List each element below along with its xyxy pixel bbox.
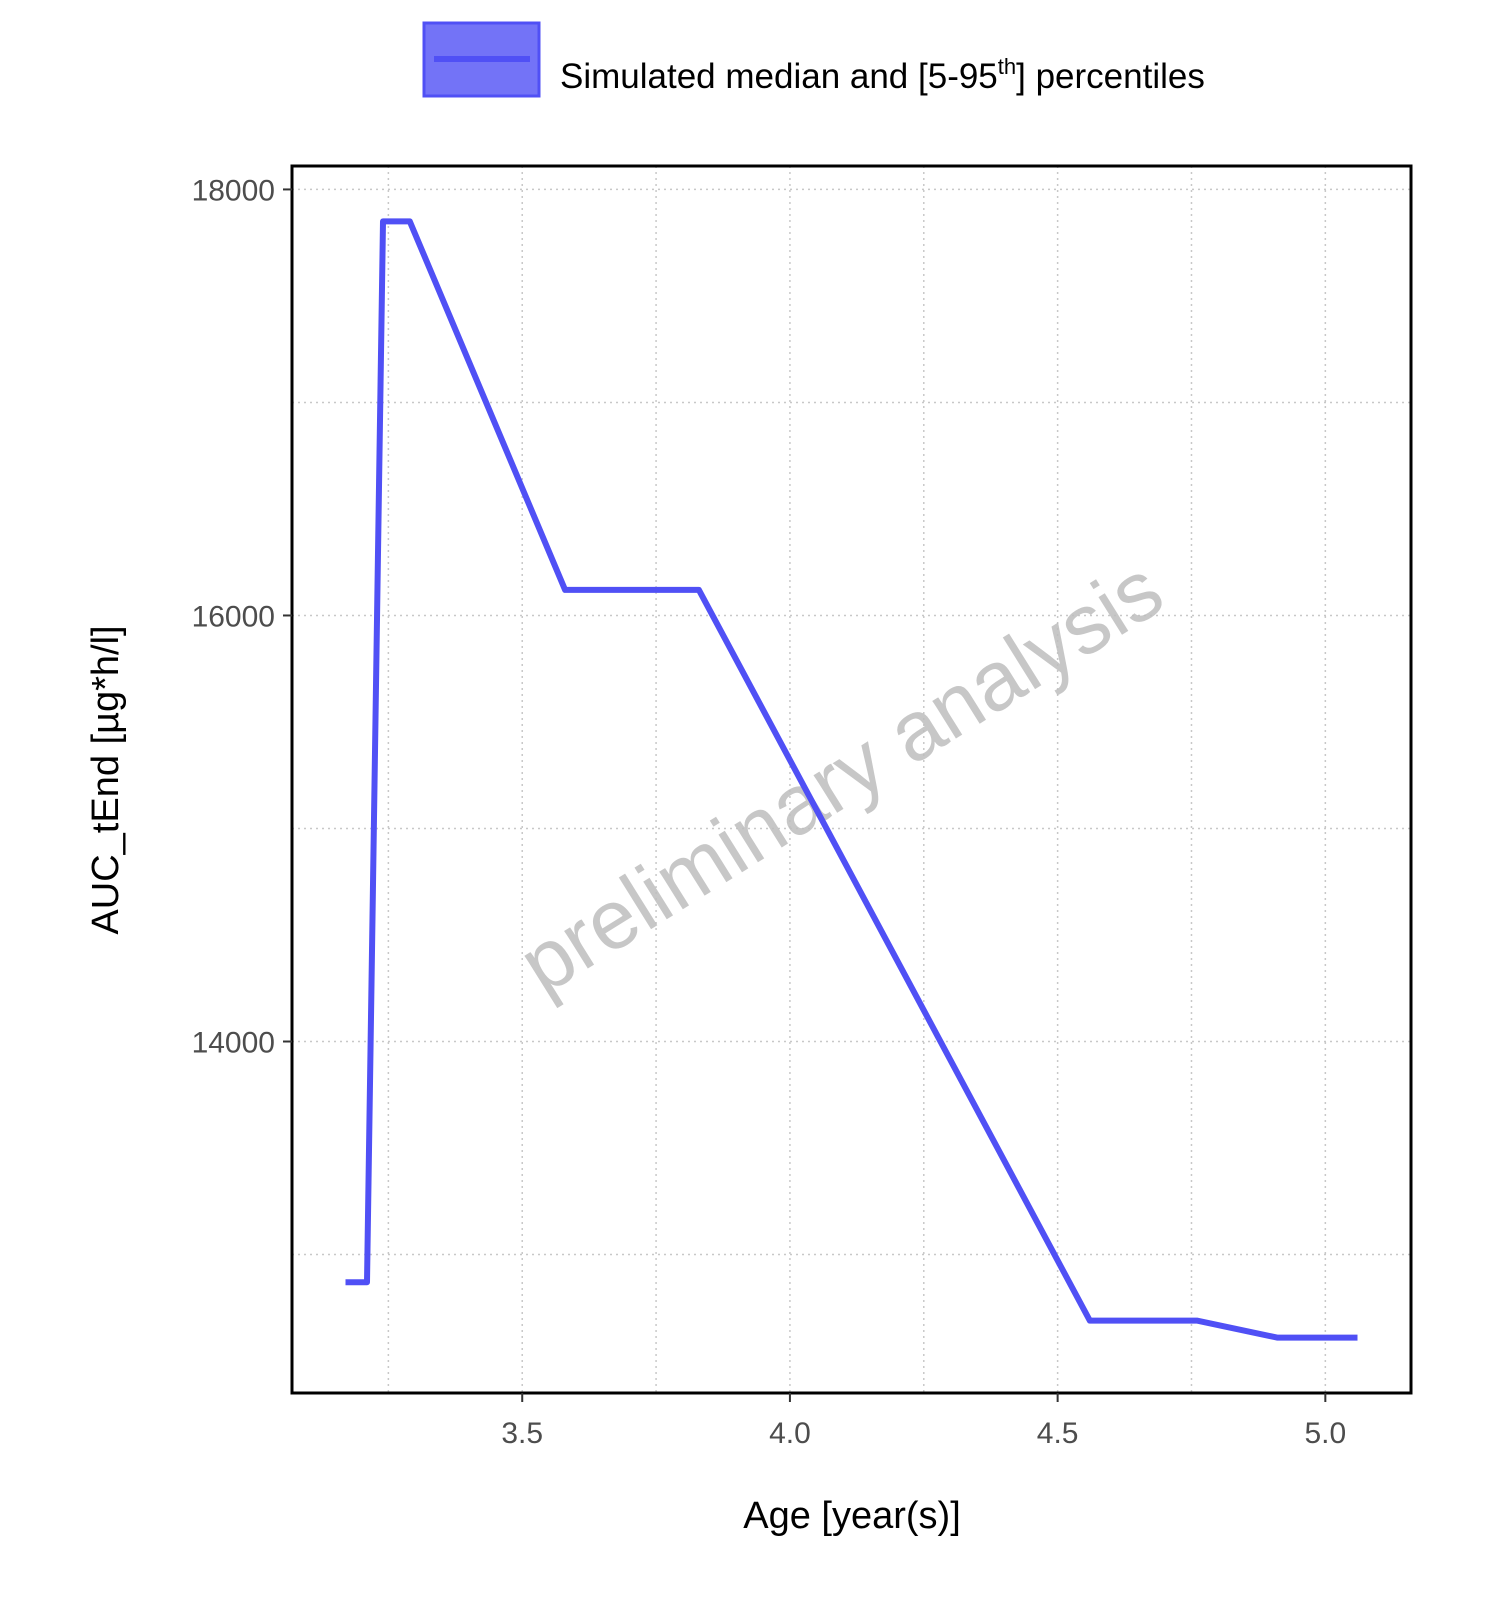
y-tick-label: 14000 <box>192 1027 275 1060</box>
y-tick-label: 18000 <box>192 174 275 207</box>
grid <box>292 166 1411 1393</box>
plot-panel-border <box>290 164 1413 1395</box>
legend-label: Simulated median and [5-95th] percentile… <box>560 54 1205 96</box>
y-axis: 14000 16000 18000 <box>192 174 292 1060</box>
watermark-text: preliminary analysis <box>503 541 1178 1012</box>
x-axis: 3.5 4.0 4.5 5.0 <box>501 1393 1346 1450</box>
x-tick-label: 5.0 <box>1304 1417 1346 1450</box>
x-tick-label: 4.0 <box>769 1417 811 1450</box>
legend: Simulated median and [5-95th] percentile… <box>422 21 1205 98</box>
x-axis-title: Age [year(s)] <box>743 1495 961 1537</box>
y-axis-title: AUC_tEnd [µg*h/l] <box>85 625 127 934</box>
x-tick-label: 3.5 <box>501 1417 543 1450</box>
series-line <box>345 218 1358 1341</box>
y-tick-label: 16000 <box>192 600 275 633</box>
x-tick-label: 4.5 <box>1037 1417 1079 1450</box>
series <box>345 218 1358 1341</box>
watermark: preliminary analysis <box>503 541 1178 1012</box>
legend-label-superscript: th <box>998 54 1016 79</box>
